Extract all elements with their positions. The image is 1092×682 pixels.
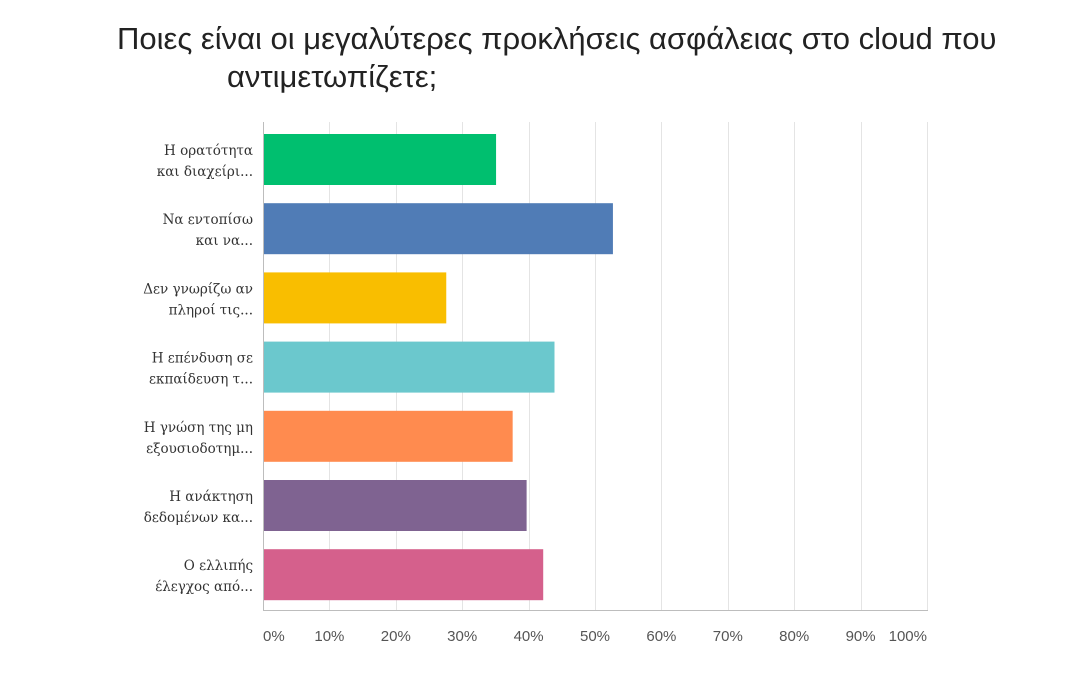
x-tick-label-60: 60% bbox=[646, 628, 676, 645]
bar-4 bbox=[264, 341, 555, 393]
x-tick-labels: 0% 10% 20% 30% 40% 50% 60% 70% 80% 90% 100% bbox=[263, 628, 927, 645]
category-label-7: Ο ελλιπής έλεγχος από... bbox=[155, 558, 253, 595]
x-tick-label-90: 90% bbox=[846, 628, 876, 645]
category-label-5-line-2: εξουσιοδοτημ... bbox=[146, 441, 253, 457]
category-label-5-line-1: Η γνώση της μη bbox=[144, 420, 253, 436]
category-label-7-line-2: έλεγχος από... bbox=[155, 579, 253, 595]
category-label-4-line-1: Η επένδυση σε bbox=[152, 351, 253, 367]
bar-6 bbox=[264, 480, 527, 531]
category-label-6: Η ανάκτηση δεδομένων κα... bbox=[144, 489, 253, 526]
bar-2 bbox=[264, 203, 613, 255]
category-label-2: Να εντοπίσω και να... bbox=[163, 212, 253, 249]
category-label-3: Δεν γνωρίζω αν πληροί τις... bbox=[143, 281, 253, 318]
x-tick-label-40: 40% bbox=[514, 628, 544, 645]
chart-title-line-2: αντιμετωπίζετε; bbox=[227, 59, 438, 94]
category-label-1: Η ορατότητα και διαχείρι... bbox=[157, 143, 253, 180]
bars bbox=[264, 134, 613, 601]
x-tick-label-10: 10% bbox=[314, 628, 344, 645]
category-labels: Η ορατότητα και διαχείρι... Να εντοπίσω και… bbox=[143, 143, 253, 595]
category-label-2-line-1: Να εντοπίσω bbox=[163, 212, 253, 228]
bar-3 bbox=[264, 272, 447, 324]
category-label-3-line-1: Δεν γνωρίζω αν bbox=[143, 281, 253, 297]
chart-title: Ποιες είναι οι μεγαλύτερες προκλήσεις ασ… bbox=[117, 20, 1077, 96]
x-tick-label-70: 70% bbox=[713, 628, 743, 645]
axes bbox=[263, 122, 928, 611]
category-label-7-line-1: Ο ελλιπής bbox=[184, 558, 253, 574]
category-label-4-line-2: εκπαίδευση τ... bbox=[149, 372, 253, 388]
bar-1 bbox=[264, 134, 497, 185]
category-label-3-line-2: πληροί τις... bbox=[169, 302, 253, 318]
category-label-6-line-1: Η ανάκτηση bbox=[169, 489, 253, 505]
category-label-1-line-2: και διαχείρι... bbox=[157, 164, 253, 180]
x-tick-label-20: 20% bbox=[381, 628, 411, 645]
x-tick-label-30: 30% bbox=[447, 628, 477, 645]
bar-5 bbox=[264, 410, 513, 462]
x-tick-label-0: 0% bbox=[263, 628, 285, 645]
bar-7 bbox=[264, 549, 544, 601]
chart-title-line-1: Ποιες είναι οι μεγαλύτερες προκλήσεις ασ… bbox=[117, 21, 997, 56]
x-tick-label-80: 80% bbox=[779, 628, 809, 645]
category-label-6-line-2: δεδομένων κα... bbox=[144, 510, 253, 526]
x-tick-label-50: 50% bbox=[580, 628, 610, 645]
category-label-4: Η επένδυση σε εκπαίδευση τ... bbox=[149, 351, 253, 388]
x-tick-label-100: 100% bbox=[889, 628, 927, 645]
category-label-2-line-2: και να... bbox=[196, 233, 253, 249]
category-label-5: Η γνώση της μη εξουσιοδοτημ... bbox=[144, 420, 253, 457]
category-label-1-line-1: Η ορατότητα bbox=[164, 143, 253, 159]
